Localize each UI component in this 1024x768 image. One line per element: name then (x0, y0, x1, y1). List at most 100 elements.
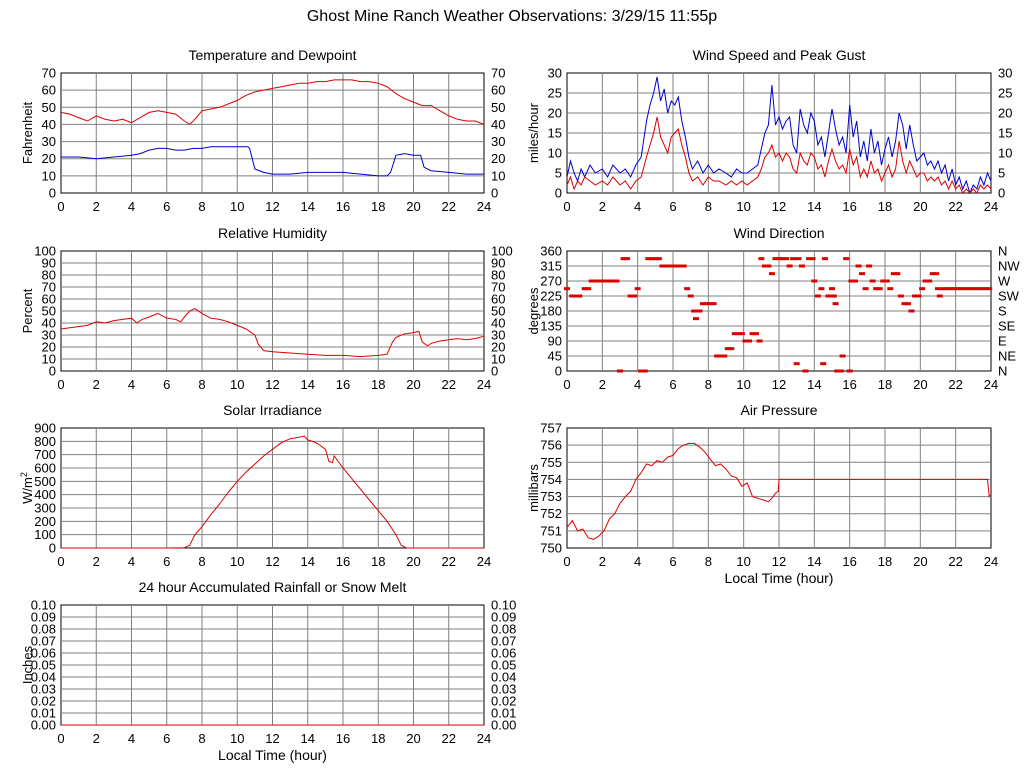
y-tick-label: 5 (555, 166, 562, 181)
y-tick-label: 0.01 (31, 706, 56, 721)
x-tick-label: 6 (669, 377, 676, 392)
x-tick-label: 10 (230, 554, 244, 569)
y-tick-label: 270 (540, 274, 562, 289)
x-tick-label: 4 (128, 731, 135, 746)
series-line-1 (60, 79, 485, 126)
x-tick-label: 10 (230, 199, 244, 214)
x-tick-label: 8 (705, 554, 712, 569)
x-tick-label: 14 (807, 377, 821, 392)
data-point (957, 287, 964, 291)
data-point (745, 339, 752, 343)
data-point (982, 287, 989, 291)
y-tick-label: 300 (34, 501, 56, 516)
data-point (876, 287, 883, 291)
x-tick-label: 18 (878, 554, 892, 569)
x-tick-label: 16 (842, 377, 856, 392)
x-tick-label: 16 (336, 554, 350, 569)
y-tick-label: 20 (42, 151, 56, 166)
y-tick-label: 0 (555, 186, 562, 201)
data-point (631, 294, 638, 298)
data-point (975, 287, 982, 291)
x-tick-label: 0 (57, 554, 64, 569)
x-tick-label: 22 (442, 731, 456, 746)
x-tick-label: 24 (477, 199, 491, 214)
data-point (830, 294, 837, 298)
x-tick-label: 2 (93, 199, 100, 214)
y-tick-label: 135 (540, 319, 562, 334)
data-point (677, 264, 684, 268)
data-point (922, 279, 929, 283)
x-tick-label: 18 (371, 199, 385, 214)
data-point (904, 302, 911, 306)
data-point (691, 309, 698, 313)
data-point (728, 347, 735, 351)
data-point (569, 294, 576, 298)
x-tick-label: 6 (163, 554, 170, 569)
data-point (599, 279, 606, 283)
data-point (954, 287, 961, 291)
x-tick-label: 12 (265, 199, 279, 214)
data-point (802, 369, 809, 373)
chart-title: Relative Humidity (218, 225, 327, 241)
y-tick-label-right: 30 (491, 134, 505, 149)
data-point (832, 302, 839, 306)
data-point (859, 272, 866, 276)
chart-title: Wind Direction (733, 225, 824, 241)
y-tick-label-right: 5 (998, 166, 1005, 181)
data-point (790, 257, 797, 261)
data-point (692, 317, 699, 321)
y-tick-label-right: 30 (491, 328, 505, 343)
x-tick-label: 20 (406, 554, 420, 569)
data-point (673, 264, 680, 268)
data-point (926, 279, 933, 283)
y-tick-label: 50 (42, 100, 56, 115)
y-tick-label-right: 0.09 (491, 610, 516, 625)
x-tick-label: 8 (198, 199, 205, 214)
data-point (869, 279, 876, 283)
data-point (576, 294, 583, 298)
direction-label: NE (998, 349, 1016, 364)
x-tick-label: 10 (230, 377, 244, 392)
data-point (687, 294, 694, 298)
data-point (602, 279, 609, 283)
x-tick-label: 14 (301, 377, 315, 392)
y-tick-label: 25 (548, 86, 562, 101)
data-point (742, 339, 749, 343)
y-tick-label-right: 20 (491, 151, 505, 166)
data-point (887, 287, 894, 291)
data-point (588, 279, 595, 283)
x-axis-label: Local Time (hour) (725, 570, 834, 586)
y-tick-label-right: 0.03 (491, 682, 516, 697)
y-tick-label: 40 (42, 316, 56, 331)
y-tick-label-right: 0.06 (491, 646, 516, 661)
x-tick-label: 16 (842, 199, 856, 214)
direction-label: NW (998, 259, 1020, 274)
x-tick-label: 10 (736, 199, 750, 214)
data-point (703, 302, 710, 306)
data-point (772, 257, 779, 261)
data-point (968, 287, 975, 291)
x-tick-label: 10 (736, 554, 750, 569)
direction-label: E (998, 334, 1007, 349)
x-tick-label: 12 (772, 554, 786, 569)
data-point (936, 294, 943, 298)
data-point (950, 287, 957, 291)
x-tick-label: 8 (705, 199, 712, 214)
y-tick-label-right: 60 (491, 83, 505, 98)
data-point (613, 279, 620, 283)
y-tick-label: 15 (548, 126, 562, 141)
y-tick-label: 40 (42, 117, 56, 132)
x-tick-label: 4 (634, 554, 641, 569)
data-point (834, 369, 841, 373)
y-tick-label-right: 0.10 (491, 598, 516, 613)
data-point (627, 294, 634, 298)
y-tick-label-right: 70 (491, 66, 505, 81)
data-point (947, 287, 954, 291)
data-point (940, 287, 947, 291)
data-point (837, 369, 844, 373)
y-tick-label: 0.06 (31, 646, 56, 661)
y-tick-label: 60 (42, 292, 56, 307)
y-tick-label: 0 (555, 364, 562, 379)
data-point (735, 332, 742, 336)
